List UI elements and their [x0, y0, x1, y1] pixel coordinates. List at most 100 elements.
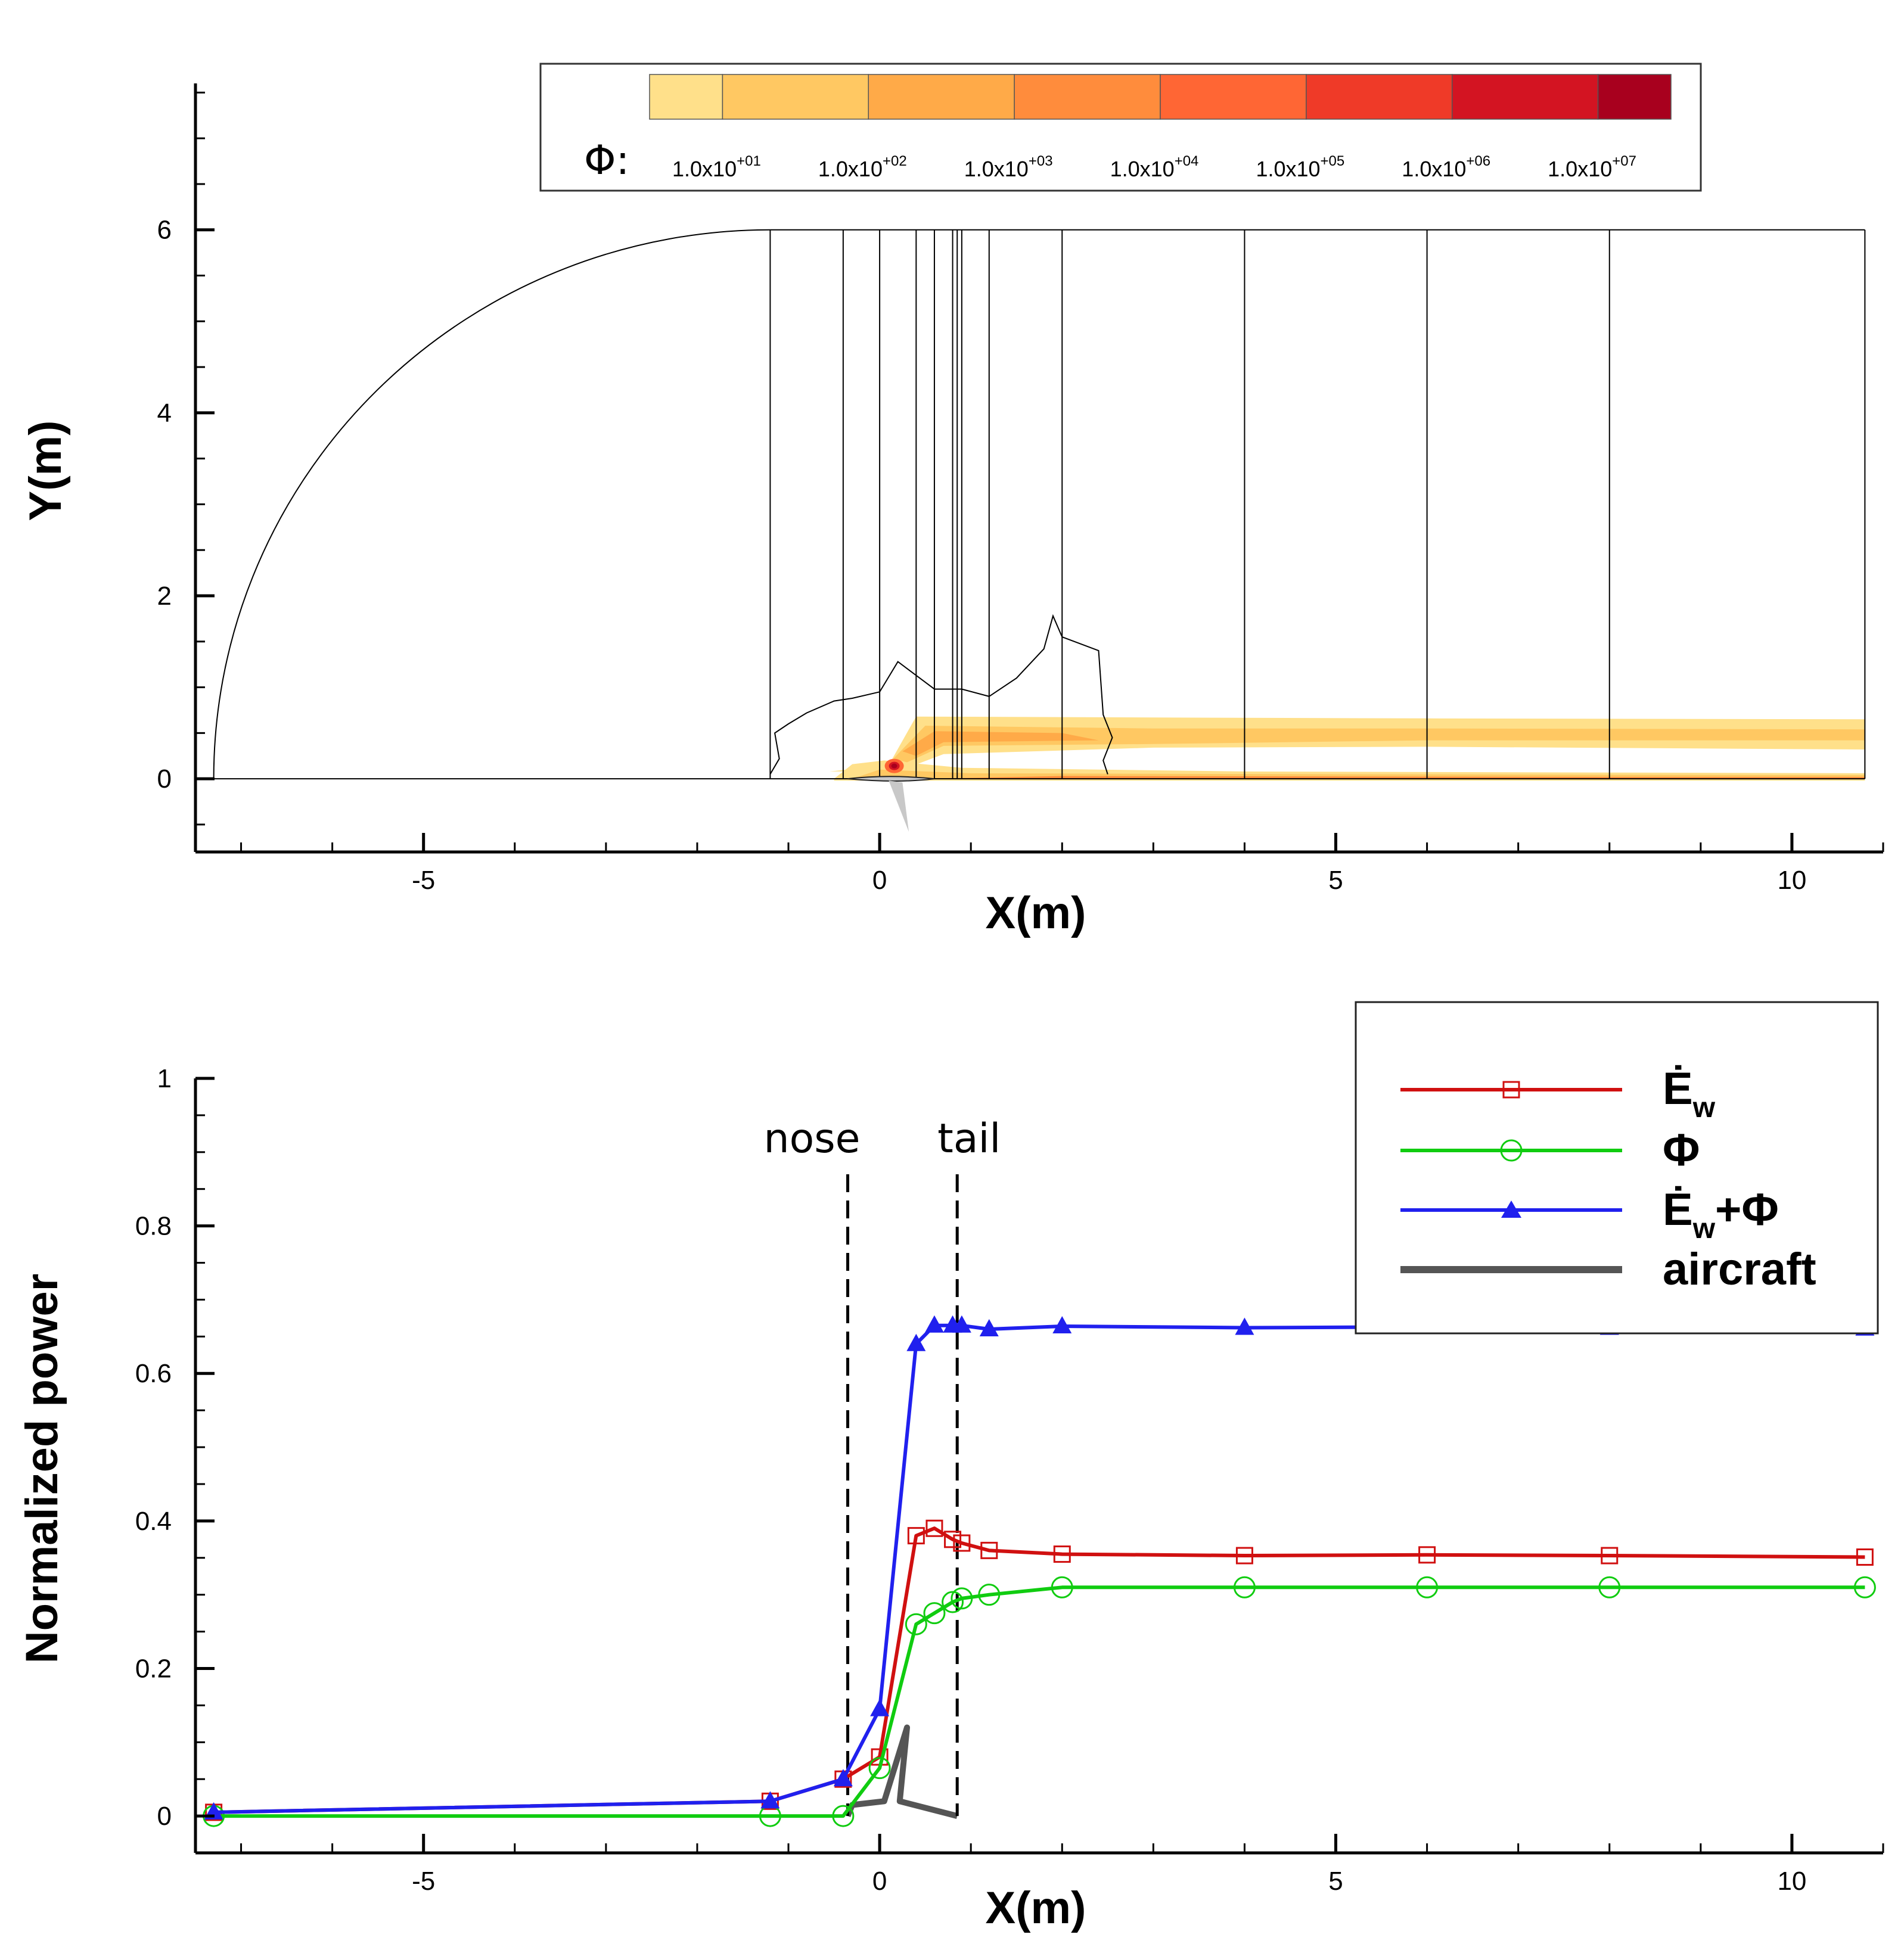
data-point-square — [944, 1531, 962, 1548]
y-tick-label: 6 — [157, 216, 172, 245]
colorbar-tick-label: 1.0x10+04 — [1110, 153, 1199, 181]
y-tick-label: 0 — [157, 1802, 172, 1831]
colorbar-swatch — [722, 74, 869, 120]
domain-outline — [213, 229, 1866, 832]
data-point-triangle — [1235, 1317, 1254, 1335]
colorbar-labels: 1.0x10+01 1.0x10+02 1.0x10+03 1.0x10+04 1.0x… — [672, 153, 1636, 181]
legend-entry-phi: Φ — [1400, 1125, 1700, 1175]
bottom-y-axis-title: Normalized power — [17, 1274, 67, 1664]
line-legend: Ėw Φ Ėw+Φ aircraft — [1355, 1001, 1879, 1335]
x-tick-label: 10 — [1777, 1867, 1806, 1896]
aircraft-section — [847, 776, 935, 782]
data-point-circle — [1598, 1576, 1621, 1598]
colorbar-tick-label: 1.0x10+01 — [672, 153, 761, 181]
data-point-triangle — [870, 1699, 890, 1716]
line-panel: nose tail -5 0 5 10 0 0.2 0.4 0.6 0.8 1 Ėw Φ Ėw+Φ — [17, 1001, 1884, 1933]
colorbar-symbol: Φ: — [584, 137, 629, 184]
y-tick-label: 0.6 — [135, 1359, 172, 1388]
legend-entry-aircraft: aircraft — [1400, 1244, 1816, 1295]
data-point-circle — [868, 1757, 891, 1780]
data-point-circle — [905, 1613, 927, 1635]
data-point-circle — [1416, 1576, 1439, 1598]
contour-hotspot — [891, 763, 897, 769]
data-point-square — [1053, 1545, 1071, 1563]
colorbar-legend: Φ: 1.0x10+01 1.0x10+02 1.0x10+03 1.0x10+04 1… — [539, 63, 1702, 192]
colorbar-swatch — [1451, 74, 1599, 120]
data-point-circle — [978, 1584, 1001, 1606]
colorbar-swatch — [1160, 74, 1307, 120]
data-point-triangle — [952, 1315, 971, 1333]
colorbar-swatch — [649, 74, 723, 120]
y-tick-label: 1 — [157, 1064, 172, 1093]
x-tick-label: 0 — [872, 1867, 887, 1896]
colorbar-tick-label: 1.0x10+07 — [1548, 153, 1636, 181]
colorbar-swatch — [1306, 74, 1453, 120]
series-line-phi — [213, 1585, 1865, 1818]
x-tick-label: 10 — [1777, 866, 1806, 895]
data-point-circle — [942, 1591, 964, 1613]
data-point-square — [1235, 1547, 1253, 1565]
nose-label: nose — [764, 1115, 861, 1162]
data-point-square — [925, 1519, 943, 1537]
data-point-circle — [1853, 1576, 1876, 1598]
legend-entry-sum: Ėw+Φ — [1400, 1184, 1779, 1245]
data-point-triangle — [1052, 1316, 1072, 1333]
aircraft-fin — [889, 780, 909, 832]
legend-label-aircraft: aircraft — [1663, 1244, 1816, 1295]
contour-axes: -5 0 5 10 0 2 4 6 — [157, 83, 1884, 895]
data-point-square — [1856, 1548, 1874, 1566]
y-tick-label: 0.4 — [135, 1507, 172, 1536]
y-tick-label: 2 — [157, 581, 172, 611]
colorbar-swatch — [1597, 74, 1672, 120]
legend-frame — [1355, 1001, 1879, 1335]
series-line-e_w-plus-phi — [213, 1323, 1865, 1814]
data-point-triangle — [979, 1318, 999, 1336]
contour-band — [893, 726, 1865, 763]
x-tick-label: -5 — [412, 866, 435, 895]
subdomain-outline — [769, 614, 1113, 775]
line-axes: -5 0 5 10 0 0.2 0.4 0.6 0.8 1 — [135, 1064, 1884, 1896]
data-point-triangle — [924, 1315, 944, 1333]
x-tick-label: 5 — [1328, 866, 1343, 895]
data-point-triangle — [760, 1791, 780, 1809]
nose-tail-markers: nose tail — [764, 1115, 1001, 1817]
colorbar-tick-label: 1.0x10+03 — [964, 153, 1053, 181]
y-tick-label: 0.2 — [135, 1654, 172, 1683]
tail-label: tail — [937, 1115, 1001, 1162]
y-tick-label: 0 — [157, 764, 172, 794]
contour-field — [829, 716, 1865, 781]
data-point-circle — [951, 1587, 973, 1610]
y-tick-label: 4 — [157, 399, 172, 428]
legend-marker-triangle — [1501, 1201, 1521, 1218]
series-line-e_w — [213, 1526, 1865, 1814]
legend-entry-ew: Ėw — [1400, 1063, 1716, 1124]
legend-marker-square — [1502, 1081, 1520, 1099]
legend-label-sum: Ėw+Φ — [1663, 1184, 1779, 1245]
data-point-circle — [1233, 1576, 1256, 1598]
data-point-square — [980, 1541, 998, 1559]
data-point-square — [1418, 1546, 1436, 1564]
colorbar-tick-label: 1.0x10+06 — [1402, 153, 1490, 181]
data-point-circle — [923, 1602, 946, 1625]
legend-label-ew: Ėw — [1663, 1063, 1716, 1124]
contour-band — [902, 731, 1099, 756]
power-series — [203, 1315, 1876, 1827]
data-point-square — [907, 1527, 925, 1545]
data-point-square — [953, 1534, 971, 1552]
y-tick-label: 0.8 — [135, 1212, 172, 1241]
inlet-arc — [213, 229, 771, 779]
colorbar-swatch — [868, 74, 1015, 120]
data-point-triangle — [833, 1769, 853, 1787]
top-y-axis-title: Y(m) — [20, 421, 71, 521]
data-point-triangle — [906, 1333, 926, 1351]
data-point-circle — [832, 1805, 855, 1827]
bottom-x-axis-title: X(m) — [986, 1883, 1086, 1933]
x-tick-label: 5 — [1328, 1867, 1343, 1896]
legend-label-phi: Φ — [1663, 1125, 1700, 1175]
colorbar-swatches — [649, 74, 1672, 120]
data-point-square — [1601, 1547, 1619, 1565]
data-point-circle — [1051, 1576, 1073, 1598]
colorbar-tick-label: 1.0x10+02 — [818, 153, 907, 181]
